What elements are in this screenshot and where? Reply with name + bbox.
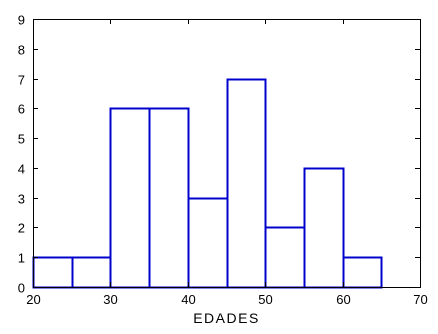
- plot-frame: [33, 19, 421, 288]
- x-tick-label-30: 30: [103, 292, 117, 307]
- histogram-bar-45-50: [226, 78, 267, 289]
- histogram-bar-35-40: [148, 107, 190, 289]
- x-tick-label-70: 70: [413, 292, 427, 307]
- y-tick-label-0: 0: [18, 281, 25, 296]
- y-tick-label-5: 5: [18, 132, 25, 147]
- histogram-bar-25-30: [71, 256, 112, 289]
- y-tick-label-3: 3: [18, 192, 25, 207]
- bars-layer: [32, 78, 383, 289]
- y-tick-label-4: 4: [18, 162, 25, 177]
- histogram-bar-20-25: [32, 256, 74, 289]
- x-tick-label-40: 40: [181, 292, 195, 307]
- histogram-bar-40-45: [187, 197, 229, 289]
- y-tick-label-8: 8: [18, 43, 25, 58]
- y-tick-label-9: 9: [18, 13, 25, 28]
- x-axis-label: EDADES: [193, 310, 260, 326]
- histogram-bar-50-55: [264, 226, 306, 289]
- y-tick-label-6: 6: [18, 102, 25, 117]
- y-tick-label-2: 2: [18, 221, 25, 236]
- histogram-bar-30-35: [109, 107, 151, 289]
- y-tick-label-7: 7: [18, 73, 25, 88]
- histogram-bar-60-65: [342, 256, 383, 289]
- ticks-layer: [33, 19, 421, 288]
- histogram-bar-55-60: [303, 167, 345, 289]
- x-tick-label-50: 50: [258, 292, 272, 307]
- y-tick-label-1: 1: [18, 251, 25, 266]
- x-tick-label-60: 60: [336, 292, 350, 307]
- labels-layer: 0 1 2 3 4 5 6 7 8 9 20 30 40 50 60 70: [18, 13, 428, 308]
- x-tick-label-20: 20: [26, 292, 40, 307]
